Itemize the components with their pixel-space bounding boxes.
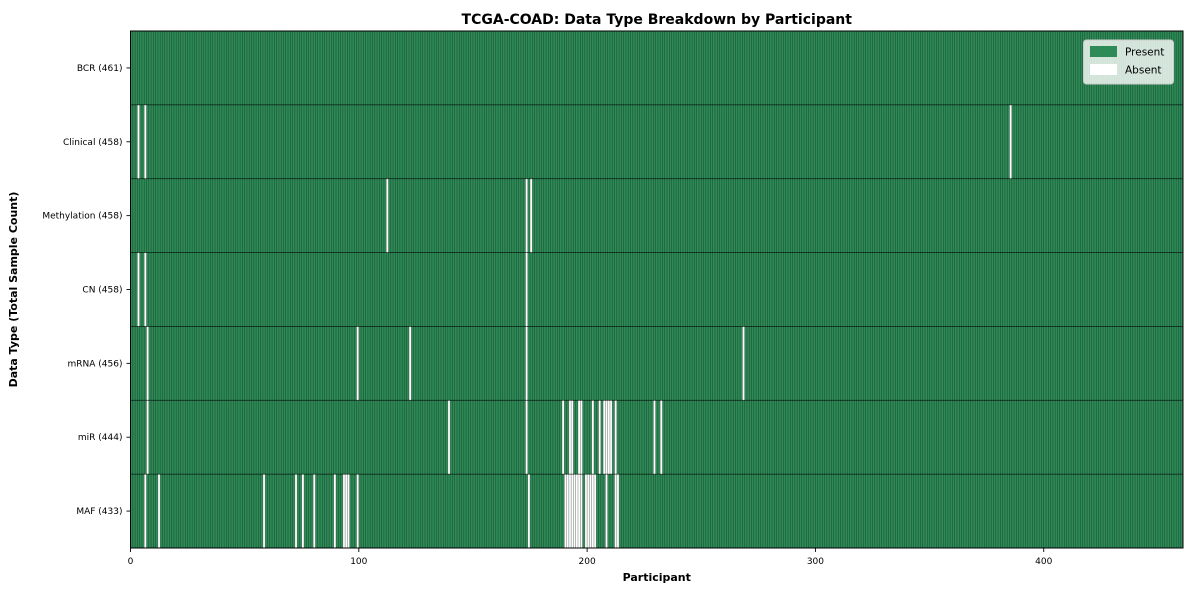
absent-mark (577, 400, 581, 475)
legend: Present Absent (1083, 39, 1174, 85)
legend-label: Absent (1125, 65, 1162, 77)
absent-mark (562, 400, 565, 475)
row-Clinical (137, 104, 1012, 179)
x-axis-label: Participant (623, 571, 691, 584)
absent-mark (605, 400, 608, 475)
y-axis-label: Data Type (Total Sample Count) (7, 192, 20, 388)
absent-mark (580, 474, 583, 548)
absent-mark (137, 252, 140, 327)
y-tick-label: BCR (461) (77, 64, 123, 74)
absent-mark (614, 474, 617, 548)
absent-mark (584, 474, 588, 548)
absent-mark (564, 474, 567, 548)
y-tick-label: mRNA (456) (68, 359, 123, 369)
y-tick-label: CN (458) (82, 286, 122, 296)
absent-mark (447, 400, 451, 475)
absent-mark (342, 474, 346, 548)
absent-mark (262, 474, 266, 548)
row-MAF (144, 474, 620, 548)
row-CN (137, 252, 528, 327)
absent-mark (568, 474, 572, 548)
absent-mark (589, 474, 592, 548)
chart-title: TCGA-COAD: Data Type Breakdown by Partic… (462, 12, 853, 28)
absent-mark (525, 252, 528, 327)
y-tick-label: Clinical (458) (63, 138, 123, 148)
absent-mark (146, 326, 149, 401)
absent-mark (614, 400, 617, 475)
absent-mark (294, 474, 298, 548)
absent-mark (607, 400, 610, 475)
absent-mark (580, 400, 583, 475)
absent-mark (598, 400, 601, 475)
absent-mark (660, 400, 663, 475)
y-tick-label: MAF (433) (76, 507, 122, 517)
absent-mark (144, 104, 147, 179)
absent-mark (525, 178, 528, 253)
absent-mark (356, 474, 359, 548)
absent-mark (386, 178, 389, 253)
absent-mark (593, 474, 597, 548)
x-tick-label: 200 (579, 557, 596, 567)
absent-mark (573, 474, 576, 548)
row-miR (146, 400, 663, 475)
absent-mark (571, 474, 574, 548)
absent-mark (347, 474, 350, 548)
absent-mark (577, 474, 581, 548)
absent-mark (144, 252, 147, 327)
absent-mark (144, 474, 147, 548)
absent-mark (742, 326, 745, 401)
legend-swatch-absent-icon (1090, 64, 1117, 75)
x-tick-label: 300 (807, 557, 824, 567)
legend-swatch-present-icon (1090, 46, 1117, 57)
absent-mark (137, 104, 140, 179)
absent-mark (591, 474, 594, 548)
absent-mark (527, 474, 531, 548)
absent-mark (530, 178, 533, 253)
absent-mark (568, 400, 572, 475)
y-tick-label: Methylation (458) (42, 212, 122, 222)
absent-mark (157, 474, 161, 548)
absent-mark (616, 474, 620, 548)
row-Methylation (386, 178, 533, 253)
absent-mark (409, 326, 412, 401)
absent-mark (345, 474, 348, 548)
legend-label: Present (1125, 47, 1164, 59)
x-tick-label: 100 (350, 557, 367, 567)
absent-mark (653, 400, 656, 475)
absent-mark (591, 400, 594, 475)
absent-mark (525, 400, 528, 475)
plot-area (130, 31, 1183, 548)
absent-mark (356, 326, 359, 401)
absent-mark (575, 474, 578, 548)
absent-mark (609, 400, 613, 475)
absent-mark (571, 400, 574, 475)
absent-mark (587, 474, 590, 548)
row-mRNA (146, 326, 745, 401)
absent-mark (525, 326, 528, 401)
y-tick-label: miR (444) (78, 433, 123, 443)
x-tick-label: 400 (1035, 557, 1052, 567)
absent-mark (603, 400, 606, 475)
absent-mark (301, 474, 305, 548)
absent-mark (333, 474, 336, 548)
absent-mark (146, 400, 149, 475)
x-tick-label: 0 (128, 557, 134, 567)
absent-mark (605, 474, 608, 548)
absent-mark (566, 474, 569, 548)
absent-mark (313, 474, 316, 548)
absent-mark (1009, 104, 1012, 179)
